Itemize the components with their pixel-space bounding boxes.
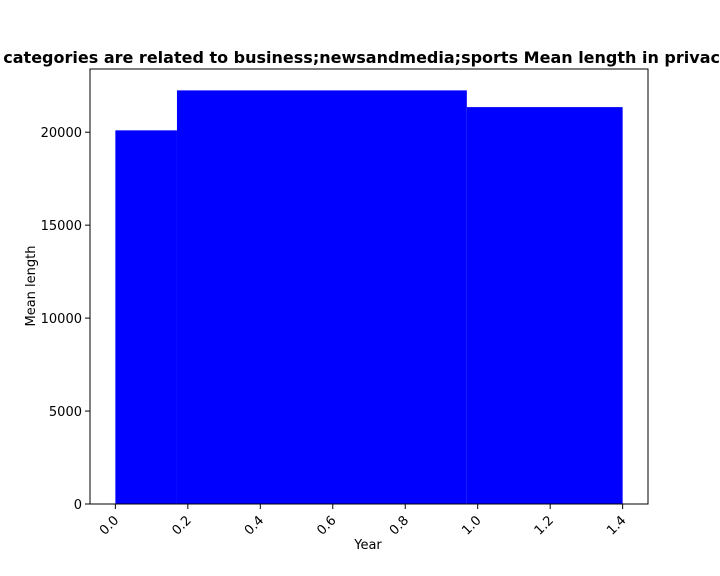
bars-layer: [115, 90, 623, 504]
x-tick-label: 0.6: [314, 513, 339, 538]
x-tick-label: 1.0: [459, 513, 484, 538]
x-tick-label: 1.4: [604, 513, 629, 538]
y-tick-label: 10000: [41, 312, 82, 327]
y-tick-label: 0: [74, 498, 82, 513]
bar-1: [176, 90, 467, 504]
x-axis-ticks: 0.0 0.2 0.4 0.6 0.8 1.0 1.2 1.4: [97, 504, 629, 538]
plot-frame: [89, 68, 649, 505]
y-tick-label: 20000: [41, 126, 82, 141]
x-tick-label: 0.4: [242, 513, 267, 538]
x-tick-label: 0.2: [169, 513, 194, 538]
bar-0: [115, 130, 177, 504]
x-tick-label: 1.2: [532, 513, 557, 538]
x-tick-label: 0.0: [97, 513, 122, 538]
bar-2: [466, 107, 623, 504]
y-axis-ticks: 0 5000 10000 15000 20000: [41, 126, 90, 513]
y-tick-label: 5000: [49, 405, 82, 420]
y-axis-label: Mean length: [24, 246, 39, 327]
y-tick-label: 15000: [41, 219, 82, 234]
x-axis-label: Year: [353, 538, 382, 553]
x-tick-label: 0.8: [387, 513, 412, 538]
chart-title: Websites categories are related to busin…: [0, 48, 720, 67]
